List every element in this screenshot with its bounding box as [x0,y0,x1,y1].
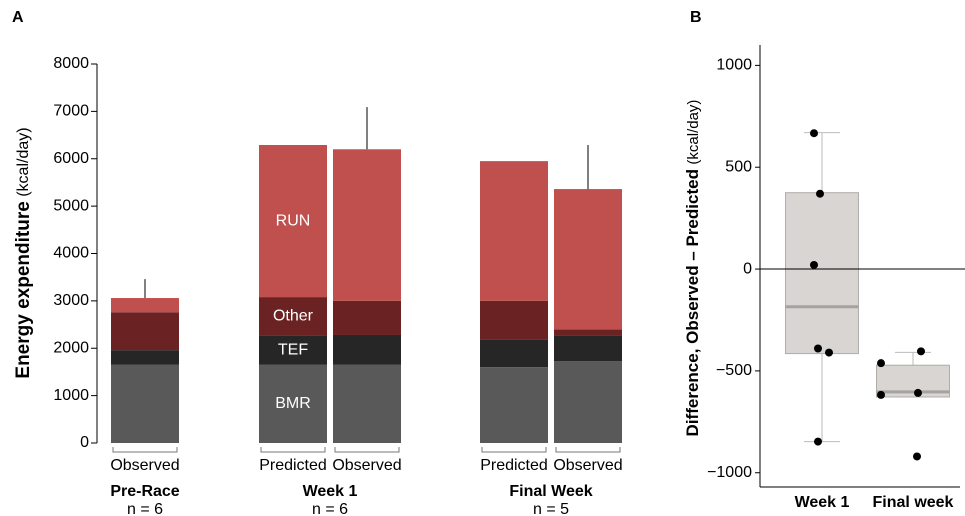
bar-segment [554,361,622,443]
segment-label: RUN [276,212,311,229]
group-note: n = 6 [312,501,348,516]
bar-segment [111,298,179,313]
data-point [810,260,818,269]
y-label-unit: (kcal/day) [685,100,702,165]
y-tick-label: 500 [725,158,752,175]
data-point [913,452,921,461]
y-tick-label: 0 [743,260,752,277]
bar-segment [333,364,401,443]
category-bracket [555,447,621,453]
category-bracket [334,447,400,453]
data-point [810,129,818,138]
bar-segment [259,364,327,443]
bar-segment [480,161,548,301]
data-point [816,189,824,198]
y-tick-label: 7000 [53,103,89,120]
x-tick-label: Observed [553,457,622,474]
segment-label: Other [273,308,314,325]
y-tick-label: 8000 [53,55,89,72]
data-point [914,388,922,397]
y-tick-label: 3000 [53,292,89,309]
category-bracket [112,447,178,453]
bar-segment [333,149,401,301]
y-tick-label: −500 [716,362,752,379]
x-tick-label: Week 1 [795,494,850,511]
bar-segment [259,297,327,336]
bar-segment [554,189,622,330]
group-label: Week 1 [303,483,358,500]
panel-label: B [690,9,702,26]
y-tick-label: −1000 [707,464,752,481]
x-tick-label: Observed [332,457,401,474]
y-label-unit: (kcal/day) [15,127,32,196]
bar-segment [111,364,179,443]
y-tick-label: 5000 [53,197,89,214]
group-note: n = 5 [533,501,569,516]
bar-segment [259,145,327,298]
bar-segment [480,300,548,340]
bar-segment [554,335,622,362]
y-tick-label: 4000 [53,245,89,262]
box [785,192,859,355]
category-bracket [260,447,326,453]
bar-segment [111,312,179,351]
y-tick-label: 1000 [53,387,89,404]
data-point [877,390,885,399]
y-axis-label: Difference, Observed – Predicted (kcal/d… [683,100,702,437]
group-note: n = 6 [127,501,163,516]
bar-segment [480,367,548,443]
bar-segment [333,300,401,335]
segment-label: BMR [275,395,311,412]
y-label-main: Energy expenditure [13,201,34,378]
x-tick-label: Final week [873,494,954,511]
group-label: Final Week [509,483,592,500]
data-point [825,348,833,357]
data-point [917,347,925,356]
data-point [877,359,885,368]
x-tick-label: Observed [110,457,179,474]
x-tick-label: Predicted [259,457,327,474]
y-axis-label: Energy expenditure (kcal/day) [13,127,34,378]
y-label-main: Difference, Observed – Predicted [683,169,702,436]
bar-segment [554,329,622,336]
x-tick-label: Predicted [480,457,548,474]
category-bracket [481,447,547,453]
segment-label: TEF [278,342,308,359]
bar-segment [480,339,548,368]
y-tick-label: 2000 [53,339,89,356]
bar-segment [111,350,179,365]
bar-segment [259,335,327,365]
y-tick-label: 1000 [716,57,752,74]
group-label: Pre-Race [110,483,179,500]
y-tick-label: 0 [80,434,89,451]
panel-label: A [12,9,24,26]
bar-segment [333,334,401,365]
y-tick-label: 6000 [53,150,89,167]
data-point [814,437,822,446]
data-point [814,344,822,353]
